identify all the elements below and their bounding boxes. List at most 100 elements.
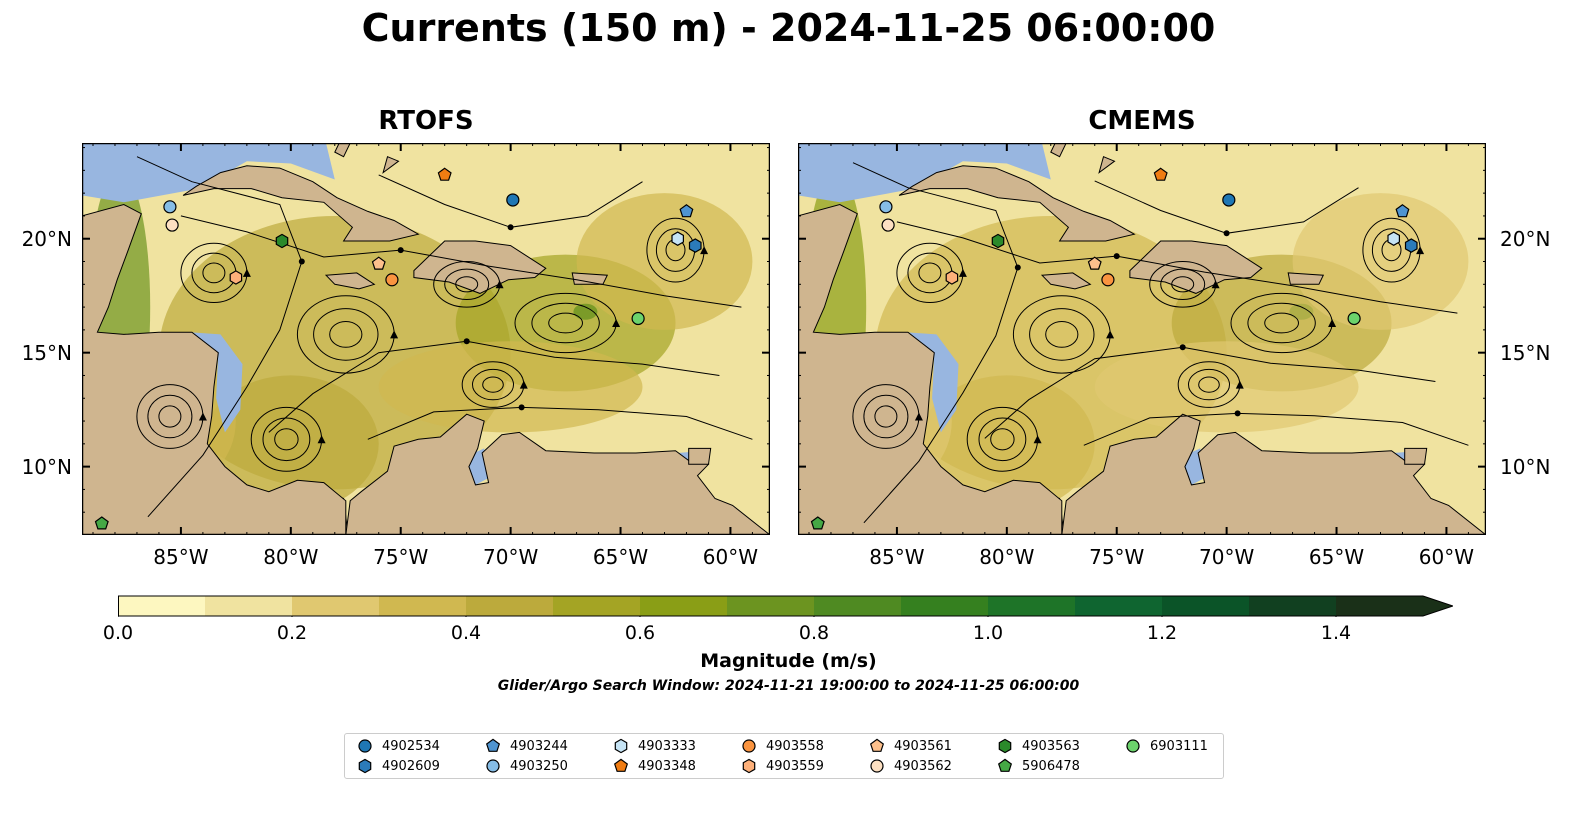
float-marker-4903348 — [437, 167, 452, 181]
lon-tick-label: 80°W — [263, 545, 319, 569]
legend-marker-icon — [613, 758, 629, 772]
float-marker-4902609 — [688, 238, 702, 253]
colorbar-segment — [466, 596, 554, 616]
streamline — [367, 406, 753, 440]
colorbar-segment — [205, 596, 293, 616]
map-frame — [82, 143, 770, 535]
legend-marker-icon — [358, 739, 372, 753]
legend-marker-icon — [614, 738, 628, 754]
lon-tick-label: 60°W — [1418, 545, 1475, 569]
streamline-arrow — [495, 280, 504, 289]
lat-tick-label-right: 15°N — [1500, 340, 1551, 365]
legend-marker-icon — [742, 739, 756, 753]
streamline — [147, 394, 193, 439]
current-magnitude-patch — [576, 193, 753, 330]
legend-marker-icon — [870, 759, 884, 773]
streamline-arrow — [397, 247, 404, 254]
legend-marker — [870, 759, 884, 773]
lon-tick-label: 85°W — [869, 545, 925, 569]
streamline — [202, 262, 226, 284]
legend-label: 4903333 — [638, 738, 696, 754]
colorbar-segment — [640, 596, 728, 616]
legend-label: 4903244 — [510, 738, 568, 754]
streamline — [1171, 276, 1195, 293]
float-marker-4903244 — [1395, 204, 1410, 218]
legend-marker — [358, 758, 372, 774]
float-marker-6903111 — [1347, 311, 1361, 326]
current-magnitude-patch — [378, 341, 643, 433]
streamline-arrow — [958, 268, 967, 277]
south-america-land — [345, 413, 770, 535]
lat-tick-label-left: 10°N — [21, 454, 72, 479]
float-marker-5906478 — [94, 516, 109, 530]
legend-label: 4903558 — [766, 738, 824, 754]
colorbar-segment — [1249, 596, 1337, 616]
streamline — [1045, 321, 1079, 348]
streamline — [1264, 312, 1300, 334]
float-marker-4903558 — [385, 273, 399, 287]
streamline-arrow — [1328, 319, 1337, 327]
search-window-note: Glider/Argo Search Window: 2024-11-21 19… — [497, 678, 1080, 694]
lon-tick-label: 65°W — [1308, 545, 1365, 569]
streamline-arrow — [1211, 280, 1220, 289]
streamline — [990, 428, 1015, 451]
colorbar-tick-label: 0.6 — [624, 622, 656, 644]
legend-item-4903333: 4903333 — [613, 737, 696, 755]
colorbar-tick-label: 0.8 — [798, 622, 830, 644]
colorbar-tick-label: 0.4 — [450, 622, 482, 644]
float-marker-6903111 — [631, 311, 645, 326]
float-marker-4903562 — [881, 218, 895, 232]
legend-item-4903561: 4903561 — [869, 737, 952, 755]
streamline-arrow — [1179, 344, 1186, 351]
float-marker-4903244 — [679, 204, 694, 218]
gulf-of-mexico-water — [82, 143, 335, 203]
streamline — [1160, 268, 1206, 301]
lat-tick-label-right: 10°N — [1500, 454, 1551, 479]
float-marker-4903559 — [229, 270, 243, 285]
float-marker-4903562 — [165, 218, 179, 232]
streamline — [863, 394, 909, 439]
colorbar-extend-arrow — [1423, 596, 1453, 616]
streamline — [1083, 412, 1469, 446]
streamline-arrow — [463, 338, 470, 345]
float-marker-4903333 — [1387, 231, 1401, 246]
streamline — [1198, 376, 1220, 393]
legend-item-4902609: 4902609 — [357, 757, 440, 775]
legend-item-4903558: 4903558 — [741, 737, 824, 755]
colorbar-tick-label: 0.0 — [102, 622, 134, 644]
legend-item-4902534: 4902534 — [357, 737, 440, 755]
float-marker-4903250 — [879, 200, 893, 214]
legend-marker-icon — [485, 738, 501, 752]
streamline — [1188, 368, 1230, 401]
streamline — [531, 302, 600, 344]
lat-tick-label-left: 20°N — [21, 226, 72, 251]
rtofs-map-panel — [82, 143, 770, 535]
lon-tick-label: 65°W — [592, 545, 649, 569]
trinidad-land — [1404, 447, 1428, 465]
float-marker-4903563 — [275, 233, 289, 249]
float-marker-4903561 — [1087, 256, 1102, 270]
puerto-rico-land — [1287, 272, 1325, 285]
bahamas-b-land — [1098, 156, 1116, 174]
streamline-arrow — [1234, 410, 1241, 417]
yucatan-mexico-land — [798, 143, 1063, 535]
float-marker-5906478 — [810, 516, 825, 530]
streamline — [444, 268, 490, 301]
current-magnitude-patch — [918, 375, 1095, 513]
colorbar-segment — [988, 596, 1076, 616]
colorbar-tick-label: 0.2 — [276, 622, 308, 644]
streamline-arrow — [914, 412, 923, 421]
colorbar-outline — [118, 595, 1453, 617]
legend-label: 4902609 — [382, 758, 440, 774]
colorbar-label: Magnitude (m/s) — [700, 650, 877, 672]
current-magnitude-patch — [573, 303, 598, 320]
colorbar-segment — [1075, 596, 1163, 616]
legend-marker-icon — [998, 738, 1012, 754]
legend-marker — [742, 758, 756, 774]
float-marker-4903558 — [1101, 273, 1115, 287]
panel-title-cmems: CMEMS — [1088, 106, 1196, 136]
jamaica-land — [1040, 272, 1092, 290]
legend-marker — [742, 739, 756, 753]
legend-marker-icon — [358, 758, 372, 774]
legend-item-6903111: 6903111 — [1125, 737, 1208, 755]
